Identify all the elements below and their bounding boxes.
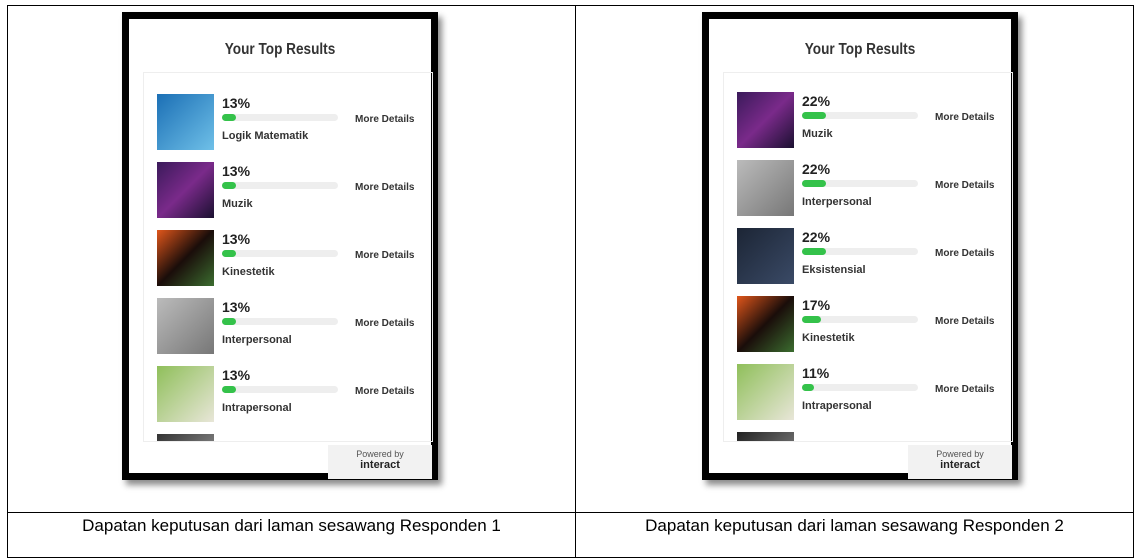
- more-details[interactable]: More Details: [355, 318, 414, 329]
- thumbnail: [737, 432, 794, 442]
- more-details[interactable]: More Details: [935, 384, 994, 395]
- result-name: Intrapersonal: [802, 400, 872, 412]
- results-card: 22% Muzik More Details 22% Interpersonal More…: [723, 72, 1013, 442]
- more-details[interactable]: More Details: [935, 248, 994, 259]
- brand: interact: [908, 459, 1012, 471]
- page: Dapatan keputusan dari laman sesawang Re…: [0, 0, 1141, 559]
- thumbnail: [737, 296, 794, 352]
- progress-track: [802, 384, 918, 391]
- percent-label: 13%: [222, 231, 250, 247]
- result-name: Intrapersonal: [222, 402, 292, 414]
- thumbnail: [737, 160, 794, 216]
- progress-bar: [802, 248, 826, 255]
- progress-track: [802, 180, 918, 187]
- percent-label: 11%: [802, 365, 829, 381]
- results-title: Your Top Results: [152, 41, 409, 59]
- progress-track: [222, 114, 338, 121]
- progress-bar: [222, 114, 236, 121]
- thumbnail: [157, 94, 214, 150]
- percent-label: 13%: [222, 95, 250, 111]
- progress-bar: [802, 316, 821, 323]
- progress-bar: [802, 180, 826, 187]
- percent-label: 22%: [802, 93, 830, 109]
- progress-track: [802, 112, 918, 119]
- progress-bar: [222, 318, 236, 325]
- caption: Dapatan keputusan dari laman sesawang Re…: [575, 512, 1134, 558]
- caption: Dapatan keputusan dari laman sesawang Re…: [7, 512, 576, 558]
- results-title: Your Top Results: [732, 41, 989, 59]
- thumbnail: [157, 434, 214, 442]
- percent-label: 17%: [802, 297, 830, 313]
- progress-track: [802, 248, 918, 255]
- progress-bar: [222, 386, 236, 393]
- thumbnail: [157, 162, 214, 218]
- screenshot: Your Top Results 13% Logik Matematik More D…: [122, 12, 438, 480]
- progress-bar: [222, 250, 236, 257]
- thumbnail: [157, 366, 214, 422]
- percent-label: 13%: [222, 163, 250, 179]
- progress-bar: [222, 182, 236, 189]
- thumbnail: [157, 230, 214, 286]
- result-name: Logik Matematik: [222, 130, 308, 142]
- more-details[interactable]: More Details: [355, 182, 414, 193]
- more-details[interactable]: More Details: [935, 180, 994, 191]
- percent-label: 22%: [802, 229, 830, 245]
- screenshot: Your Top Results 22% Muzik More Details 22% I…: [702, 12, 1018, 480]
- result-name: Kinestetik: [222, 266, 275, 278]
- more-details[interactable]: More Details: [935, 112, 994, 123]
- result-name: Muzik: [802, 128, 833, 140]
- percent-label: 13%: [222, 367, 250, 383]
- progress-track: [222, 182, 338, 189]
- progress-track: [802, 316, 918, 323]
- result-name: Eksistensial: [802, 264, 866, 276]
- thumbnail: [737, 228, 794, 284]
- progress-bar: [802, 112, 826, 119]
- percent-label: 22%: [802, 161, 830, 177]
- thumbnail: [737, 92, 794, 148]
- result-name: Interpersonal: [802, 196, 872, 208]
- result-name: Muzik: [222, 198, 253, 210]
- result-name: Kinestetik: [802, 332, 855, 344]
- progress-track: [222, 250, 338, 257]
- more-details[interactable]: More Details: [355, 114, 414, 125]
- powered-text: Powered by: [328, 445, 432, 459]
- brand: interact: [328, 459, 432, 471]
- more-details[interactable]: More Details: [935, 316, 994, 327]
- more-details[interactable]: More Details: [355, 250, 414, 261]
- progress-track: [222, 318, 338, 325]
- progress-bar: [802, 384, 814, 391]
- more-details[interactable]: More Details: [355, 386, 414, 397]
- thumbnail: [737, 364, 794, 420]
- powered-text: Powered by: [908, 445, 1012, 459]
- percent-label: 13%: [222, 299, 250, 315]
- result-name: Interpersonal: [222, 334, 292, 346]
- thumbnail: [157, 298, 214, 354]
- results-card: 13% Logik Matematik More Details 13% Muzik Mo…: [143, 72, 433, 442]
- progress-track: [222, 386, 338, 393]
